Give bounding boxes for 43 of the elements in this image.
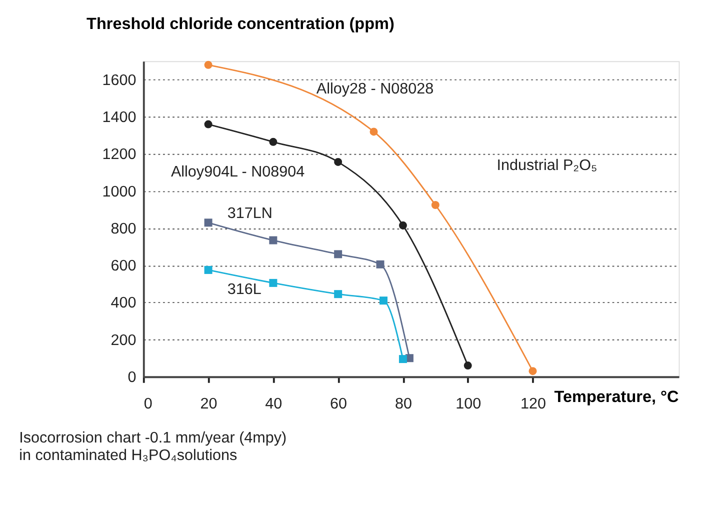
point — [380, 296, 388, 305]
x-tick-label: 120 — [520, 396, 546, 413]
x-tick-label: 80 — [394, 396, 412, 413]
point — [204, 218, 212, 227]
point — [269, 278, 278, 287]
point — [269, 138, 278, 146]
x-tick-label: 0 — [144, 396, 152, 413]
point — [370, 128, 378, 136]
x-tick-label: 60 — [330, 396, 348, 413]
point — [528, 367, 537, 376]
point — [204, 266, 212, 274]
y-tick-label: 1400 — [102, 109, 136, 126]
point — [431, 201, 440, 209]
point — [464, 362, 472, 370]
point — [204, 60, 212, 69]
x-tick-label: 100 — [456, 396, 482, 413]
point — [334, 290, 342, 298]
annotation: Industrial P₂O₅ — [496, 157, 598, 174]
y-tick-label: 800 — [110, 220, 136, 238]
y-tick-label: 1000 — [102, 183, 136, 200]
x-tick-label: 20 — [200, 396, 218, 413]
point — [334, 158, 342, 166]
point — [334, 250, 342, 258]
text: Isocorrosion chart -0.1 mm/year (4mpy) — [19, 430, 287, 447]
series-label: 316L — [227, 280, 262, 298]
x-axis-title: Temperature, °C — [554, 388, 680, 406]
y-tick-label: 0 — [128, 368, 136, 386]
x-tick-label: 40 — [265, 396, 282, 413]
point — [398, 221, 407, 230]
series-label: Alloy28 - N08028 — [316, 80, 434, 98]
y-tick-label: 1200 — [102, 146, 136, 164]
y-axis-title: Threshold chloride concentration (ppm) — [86, 15, 394, 34]
point — [376, 260, 384, 268]
point — [204, 120, 212, 128]
point — [398, 355, 407, 364]
series-label: Alloy904L - N08904 — [170, 163, 306, 180]
point — [269, 236, 278, 244]
y-tick-label: 400 — [110, 294, 136, 312]
series-label: 317LN — [227, 204, 272, 222]
y-tick-label: 600 — [110, 258, 136, 275]
y-tick-label: 200 — [110, 332, 136, 349]
text: in contaminated H₃PO₄solutions — [19, 446, 238, 464]
y-tick-label: 1600 — [102, 72, 136, 89]
